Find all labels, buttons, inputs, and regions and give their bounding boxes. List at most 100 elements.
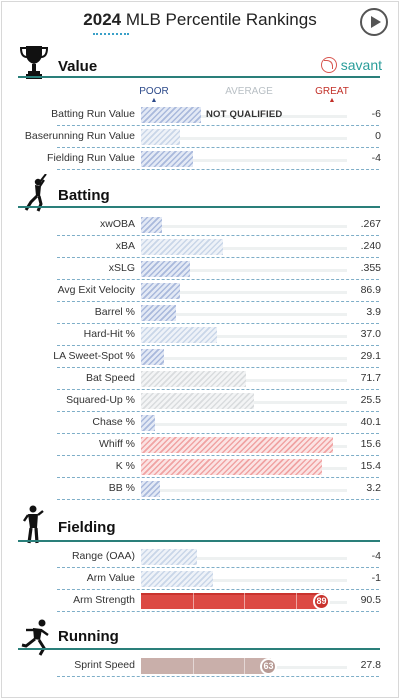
section-title-batting: Batting: [58, 187, 110, 204]
metric-label: xSLG: [108, 262, 135, 274]
metric-value: .267: [360, 218, 381, 230]
row-divider: [57, 345, 379, 346]
percentile-track: [141, 579, 347, 582]
metric-value: 3.2: [366, 482, 381, 494]
metric-label: K %: [115, 460, 135, 472]
scale-average: AVERAGE: [219, 86, 279, 97]
savant-label: savant: [340, 57, 382, 73]
page-title: 2024 MLB Percentile Rankings: [0, 10, 400, 30]
metric-row[interactable]: Arm Strength 89 90.5: [0, 590, 400, 612]
metric-row[interactable]: Arm Value -1: [0, 568, 400, 590]
percentile-bar: [141, 459, 322, 475]
percentile-bar: [141, 437, 333, 453]
metric-label: Batting Run Value: [51, 108, 135, 120]
percentile-bar: [141, 349, 164, 365]
savant-logo[interactable]: savant: [320, 57, 382, 73]
metric-value: -1: [371, 572, 381, 584]
metric-row[interactable]: xBA .240: [0, 236, 400, 258]
metric-value: -4: [371, 152, 381, 164]
title-text: MLB Percentile Rankings: [125, 10, 317, 29]
section-fielding: Fielding: [0, 504, 400, 544]
metric-row[interactable]: LA Sweet-Spot % 29.1: [0, 346, 400, 368]
row-divider: [57, 367, 379, 368]
percentile-track: [141, 313, 347, 316]
metric-row[interactable]: Squared-Up % 25.5: [0, 390, 400, 412]
metric-value: 90.5: [360, 594, 381, 606]
metric-label: Sprint Speed: [74, 659, 135, 671]
percentile-bar: [141, 107, 201, 123]
metric-label: Fielding Run Value: [47, 152, 135, 164]
quartile-tick: [296, 593, 297, 609]
metric-row[interactable]: Baserunning Run Value 0: [0, 126, 400, 148]
metric-value: 3.9: [366, 306, 381, 318]
percentile-track: [141, 137, 347, 140]
metric-row[interactable]: Whiff % 15.6: [0, 434, 400, 456]
section-divider: [18, 206, 380, 208]
percentile-track: [141, 489, 347, 492]
metric-value: .240: [360, 240, 381, 252]
metric-row[interactable]: Chase % 40.1: [0, 412, 400, 434]
header: 2024 MLB Percentile Rankings: [0, 0, 400, 40]
row-divider: [57, 169, 379, 170]
row-divider: [57, 389, 379, 390]
runner-icon: [21, 619, 49, 656]
metric-row[interactable]: BB % 3.2: [0, 478, 400, 500]
percentile-track: [141, 557, 347, 560]
metric-row[interactable]: Range (OAA) -4: [0, 546, 400, 568]
metric-value: 71.7: [360, 372, 381, 384]
arrow-up-icon: ▲: [328, 97, 336, 104]
row-divider: [57, 147, 379, 148]
percentile-track: [141, 269, 347, 272]
metric-row[interactable]: Avg Exit Velocity 86.9: [0, 280, 400, 302]
section-batting: Batting: [0, 172, 400, 212]
metric-value: 27.8: [360, 659, 381, 671]
play-button[interactable]: [360, 8, 388, 36]
metric-row[interactable]: Fielding Run Value -4: [0, 148, 400, 170]
percentile-track: [141, 159, 347, 162]
row-divider: [57, 567, 379, 568]
percentile-bar: [141, 549, 197, 565]
quartile-tick: [193, 593, 194, 609]
percentile-bar: [141, 415, 155, 431]
metric-row[interactable]: xSLG .355: [0, 258, 400, 280]
percentile-bar: [141, 261, 190, 277]
year-dropdown-underline[interactable]: [93, 33, 129, 35]
metric-row[interactable]: K % 15.4: [0, 456, 400, 478]
scale-average-label: AVERAGE: [225, 86, 273, 97]
percentile-bar: [141, 658, 271, 674]
percentile-bar: [141, 393, 254, 409]
metric-label: Bat Speed: [85, 372, 135, 384]
row-divider: [57, 611, 379, 612]
not-qualified-note: NOT QUALIFIED: [206, 109, 283, 120]
metric-value: .355: [360, 262, 381, 274]
title-year: 2024: [83, 10, 122, 29]
section-divider: [18, 76, 380, 78]
percentile-bar: [141, 327, 217, 343]
row-divider: [57, 257, 379, 258]
metric-value: 37.0: [360, 328, 381, 340]
percentile-track: [141, 357, 347, 360]
row-divider: [57, 477, 379, 478]
row-divider: [57, 301, 379, 302]
metric-value: 0: [375, 130, 381, 142]
row-divider: [57, 676, 379, 677]
metric-row[interactable]: Barrel % 3.9: [0, 302, 400, 324]
metric-row[interactable]: Hard-Hit % 37.0: [0, 324, 400, 346]
metric-label: Arm Strength: [73, 594, 135, 606]
percentile-track: [141, 423, 347, 426]
percentile-track: [141, 225, 347, 228]
metric-value: 25.5: [360, 394, 381, 406]
percentile-bar: [141, 305, 176, 321]
metric-value: 40.1: [360, 416, 381, 428]
row-divider: [57, 125, 379, 126]
metric-row[interactable]: Batting Run Value NOT QUALIFIED -6: [0, 104, 400, 126]
metric-row[interactable]: xwOBA .267: [0, 214, 400, 236]
metric-label: xwOBA: [99, 218, 135, 230]
scale-great: GREAT ▲: [302, 86, 362, 105]
metric-value: -4: [371, 550, 381, 562]
metric-label: Whiff %: [99, 438, 135, 450]
metric-row[interactable]: Sprint Speed 63 27.8: [0, 655, 400, 677]
metric-row[interactable]: Bat Speed 71.7: [0, 368, 400, 390]
fielder-icon: [23, 505, 44, 544]
metric-value: -6: [371, 108, 381, 120]
